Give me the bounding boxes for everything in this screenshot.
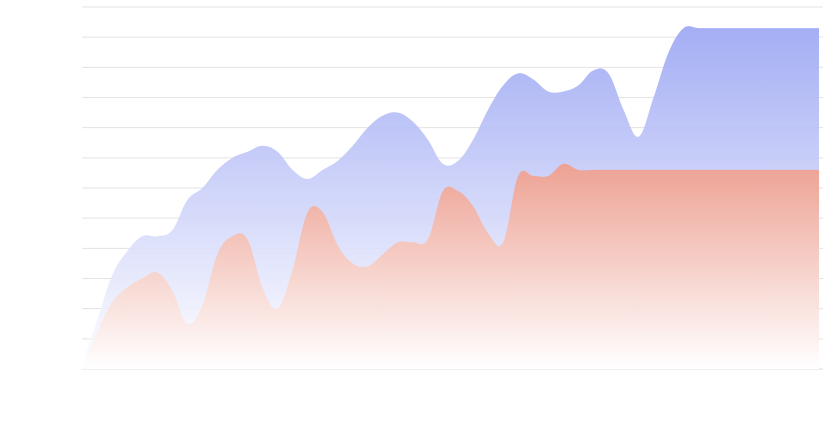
series-areas bbox=[82, 26, 819, 369]
series-area-2 bbox=[82, 163, 819, 369]
